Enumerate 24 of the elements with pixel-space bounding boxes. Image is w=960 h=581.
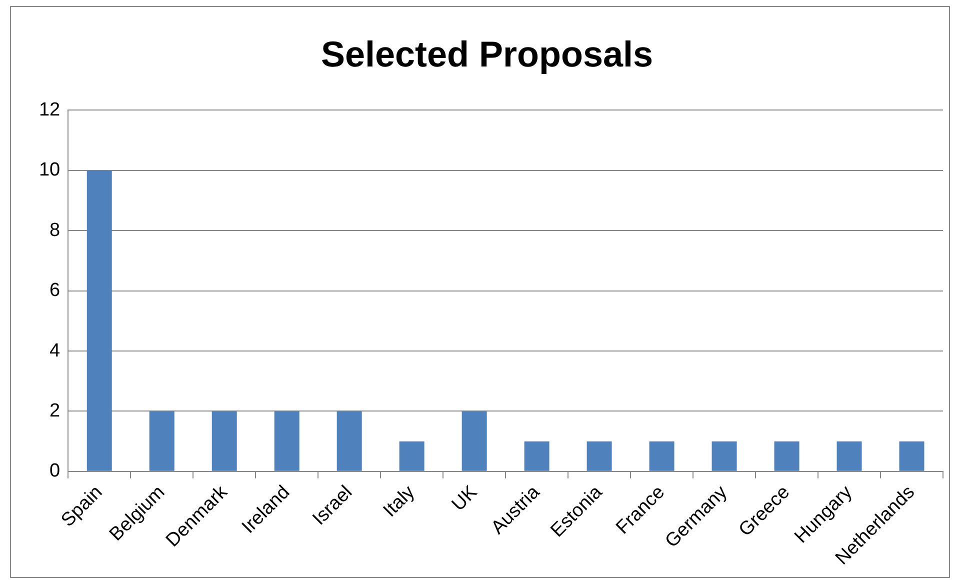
bar [462,411,487,471]
bar [274,411,300,471]
y-tick-label: 2 [50,400,60,422]
bar [712,441,737,471]
x-tick-label: Italy [380,482,420,522]
x-tick-label: UK [448,482,482,516]
bar [336,411,362,471]
bar [212,411,237,471]
y-tick-label: 6 [50,280,60,302]
bar [586,441,612,471]
bar [899,441,924,471]
bar [524,441,550,471]
y-tick-label: 10 [38,160,60,181]
y-tick-label: 8 [50,220,60,241]
bar [836,441,862,471]
bar [86,170,112,471]
bar [649,441,674,471]
y-tick-label: 0 [50,460,60,482]
y-tick-label: 12 [38,99,60,120]
bar [774,441,800,471]
y-tick-label: 4 [50,340,61,362]
bar [149,411,174,471]
bar [399,441,424,471]
chart-title: Selected Proposals [320,34,654,75]
